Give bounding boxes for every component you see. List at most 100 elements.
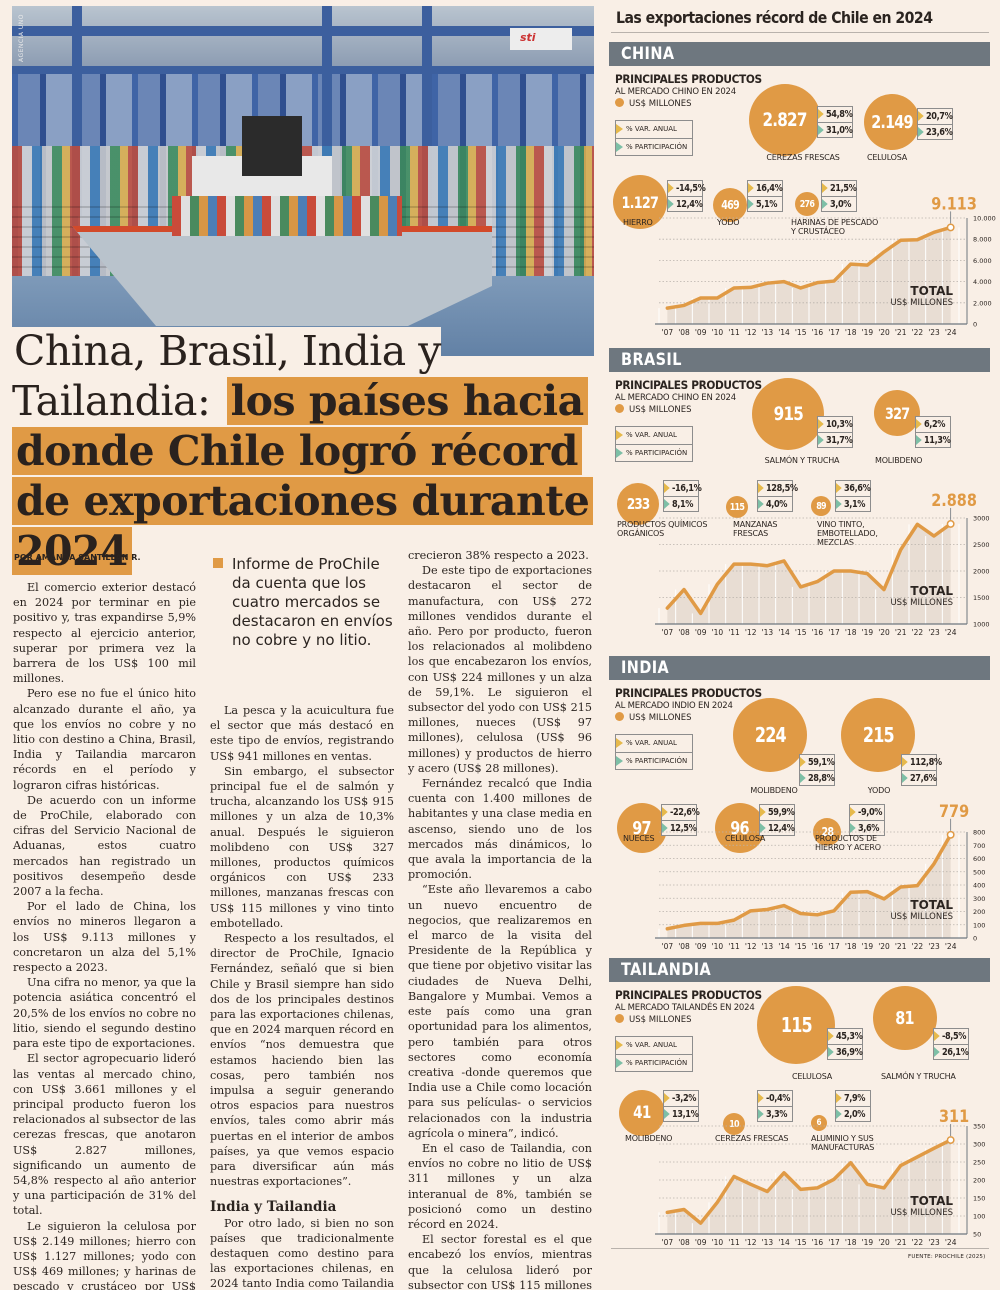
percent-box: 10,3% 31,7% bbox=[817, 416, 853, 448]
triangle-icon bbox=[662, 823, 668, 833]
x-tick-label: '10 bbox=[712, 942, 724, 951]
unit-label: US$ MILLONES bbox=[629, 1015, 692, 1025]
area-fill bbox=[667, 834, 951, 938]
paragraph: El sector forestal es el que encabezó lo… bbox=[408, 1233, 592, 1290]
product-value: 115 bbox=[729, 501, 745, 513]
products-heading: PRINCIPALES PRODUCTOS AL MERCADO CHINO EN… bbox=[615, 378, 775, 415]
total-value: 779 bbox=[939, 801, 969, 821]
part-row: 3,3% bbox=[758, 1106, 792, 1121]
part-value: 28,8% bbox=[808, 773, 835, 784]
value-bubble: 10 bbox=[723, 1113, 745, 1135]
product-label: MANZANAS FRESCAS bbox=[733, 520, 778, 538]
legend-part: % PARTICIPACIÓN bbox=[616, 752, 692, 769]
percent-box: 21,5% 3,0% bbox=[821, 180, 857, 212]
x-tick-label: '14 bbox=[778, 328, 790, 337]
triangle-icon bbox=[664, 1093, 670, 1103]
x-tick-label: '10 bbox=[712, 1238, 724, 1247]
y-tick-label: 2500 bbox=[973, 541, 990, 549]
x-tick-label: '07 bbox=[662, 1238, 674, 1247]
triangle-icon bbox=[934, 1047, 940, 1057]
paragraph: Fernández recalcó que India cuenta con 1… bbox=[408, 777, 592, 882]
triangle-icon bbox=[836, 483, 842, 493]
part-row: 28,8% bbox=[800, 770, 835, 785]
percent-box: -22,6% 12,5% bbox=[661, 804, 700, 836]
x-tick-label: '14 bbox=[778, 1238, 790, 1247]
product-value: 224 bbox=[754, 723, 787, 747]
percent-box: 59,1% 28,8% bbox=[799, 754, 835, 786]
article-column-1: El comercio exterior destacó en 2024 por… bbox=[13, 580, 196, 1290]
products-subtitle: AL MERCADO CHINO EN 2024 bbox=[615, 393, 736, 403]
triangle-icon bbox=[902, 773, 908, 783]
legend-var-label: % VAR. ANUAL bbox=[626, 739, 677, 747]
x-tick-label: '08 bbox=[678, 328, 690, 337]
y-tick-label: 300 bbox=[973, 1141, 985, 1149]
part-value: 12,4% bbox=[676, 199, 703, 210]
circle-icon bbox=[615, 1014, 624, 1023]
paragraph: De acuerdo con un informe de ProChile, e… bbox=[13, 793, 196, 899]
product-label: MOLIBDENO bbox=[875, 456, 923, 465]
percent-box: -16,1% 8,1% bbox=[663, 480, 702, 512]
x-tick-label: '24 bbox=[945, 328, 957, 337]
var-row: -0,4% bbox=[758, 1091, 792, 1106]
x-tick-label: '18 bbox=[845, 328, 857, 337]
y-tick-label: 6.000 bbox=[973, 257, 992, 265]
var-value: 36,6% bbox=[844, 483, 871, 494]
x-tick-label: '12 bbox=[745, 628, 757, 637]
pull-quote-marker bbox=[213, 558, 223, 568]
var-value: 128,5% bbox=[766, 483, 798, 494]
triangle-icon bbox=[616, 738, 623, 748]
y-tick-label: 4.000 bbox=[973, 278, 992, 286]
products-title: PRINCIPALES PRODUCTOS bbox=[615, 378, 762, 392]
product-label: CEREZAS FRESCAS bbox=[766, 153, 840, 162]
x-tick-label: '18 bbox=[845, 942, 857, 951]
total-chart: 0 2.000 4.000 6.000 8.000 10.000 '07 '08 '09 '10 '… bbox=[653, 193, 1000, 360]
section-title: BRASIL bbox=[621, 350, 682, 370]
var-value: -0,4% bbox=[766, 1093, 791, 1104]
x-tick-label: '24 bbox=[945, 1238, 957, 1247]
value-bubble: 2.149 bbox=[864, 94, 920, 150]
part-value: 4,0% bbox=[766, 499, 788, 510]
section-china: CHINA PRINCIPALES PRODUCTOS AL MERCADO CHI… bbox=[609, 42, 996, 342]
var-row: 36,6% bbox=[836, 481, 871, 496]
paragraph: La pesca y la acuicultura fue el sector … bbox=[210, 704, 394, 763]
x-tick-label: '12 bbox=[745, 328, 757, 337]
product-label: CEREZAS FRESCAS bbox=[715, 1134, 789, 1143]
triangle-icon bbox=[800, 773, 806, 783]
x-tick-label: '16 bbox=[812, 1238, 824, 1247]
y-tick-label: 50 bbox=[973, 1231, 981, 1239]
x-tick-label: '11 bbox=[728, 628, 740, 637]
x-tick-label: '07 bbox=[662, 942, 674, 951]
legend: % VAR. ANUAL % PARTICIPACIÓN bbox=[615, 1036, 693, 1072]
paragraph: En el caso de Tailandia, con envíos no c… bbox=[408, 1141, 592, 1231]
area-fill bbox=[667, 1140, 951, 1234]
products-heading: PRINCIPALES PRODUCTOS AL MERCADO INDIO EN… bbox=[615, 686, 775, 723]
var-value: 10,3% bbox=[826, 419, 853, 430]
paragraph: Respecto a los resultados, el director d… bbox=[210, 932, 394, 1189]
x-tick-label: '08 bbox=[678, 1238, 690, 1247]
y-tick-label: 1500 bbox=[973, 594, 990, 602]
percent-box: 128,5% 4,0% bbox=[757, 480, 798, 512]
product-label: YODO bbox=[717, 218, 740, 227]
product-label: VINO TINTO, EMBOTELLADO, MEZCLAS bbox=[817, 520, 878, 547]
part-value: 8,1% bbox=[672, 499, 694, 510]
legend-var: % VAR. ANUAL bbox=[616, 121, 692, 138]
value-bubble: 97 bbox=[617, 803, 667, 853]
part-value: 11,3% bbox=[924, 435, 951, 446]
series-line bbox=[665, 1138, 953, 1225]
legend-part-label: % PARTICIPACIÓN bbox=[626, 143, 688, 151]
x-tick-label: '18 bbox=[845, 628, 857, 637]
var-value: 6,2% bbox=[924, 419, 946, 430]
triangle-icon bbox=[828, 1047, 834, 1057]
x-tick-label: '15 bbox=[795, 328, 807, 337]
value-bubble: 115 bbox=[757, 986, 835, 1064]
product-value: 2.149 bbox=[871, 111, 913, 133]
products-subtitle: AL MERCADO CHINO EN 2024 bbox=[615, 87, 736, 97]
product-label: CELULOSA bbox=[866, 153, 908, 162]
divider bbox=[611, 32, 989, 33]
var-row: -8,5% bbox=[934, 1029, 968, 1044]
x-tick-label: '23 bbox=[928, 942, 940, 951]
triangle-icon bbox=[616, 142, 623, 152]
triangle-icon bbox=[616, 430, 623, 440]
product-label: NUECES bbox=[623, 834, 655, 843]
triangle-icon bbox=[758, 483, 764, 493]
